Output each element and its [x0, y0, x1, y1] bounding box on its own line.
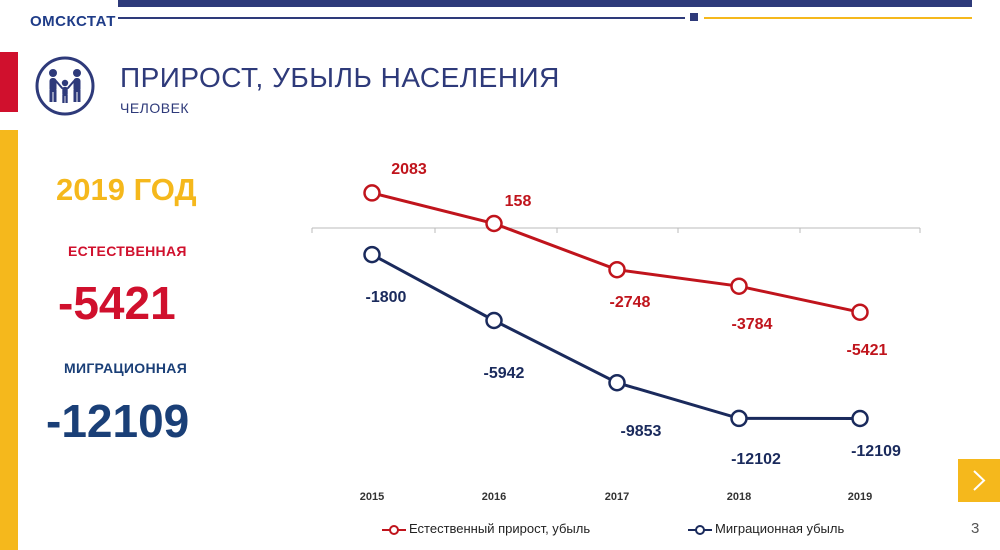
x-tick-label-2019: 2019 [848, 491, 872, 503]
legend-migration: Миграционная убыль [688, 521, 844, 536]
summary-year: 2019 ГОД [56, 172, 197, 207]
migration-value: -12109 [46, 395, 190, 447]
natural-label: ЕСТЕСТВЕННАЯ [68, 243, 187, 259]
series-0-point-2016 [485, 214, 503, 233]
series-1-data-label-2015: -1800 [366, 289, 407, 306]
series-0-data-label-2019: -5421 [847, 342, 888, 359]
header-square [690, 13, 698, 21]
series-1-data-label-2017: -9853 [621, 423, 662, 440]
header-line-gold [704, 17, 972, 19]
migration-label: МИГРАЦИОННАЯ [64, 360, 188, 376]
x-tick-label-2016: 2016 [482, 491, 506, 503]
series-0-data-label-2015: 2083 [391, 161, 427, 178]
series-0-point-2019 [851, 303, 869, 321]
legend-natural-label: Естественный прирост, убыль [409, 521, 591, 536]
page-subtitle: ЧЕЛОВЕК [120, 100, 190, 116]
legend-migration-marker [688, 524, 712, 535]
brand-name: ОМСКСТАТ [30, 13, 116, 30]
series-1-data-label-2019: -12109 [851, 443, 901, 460]
series-1-data-label-2018: -12102 [731, 451, 781, 468]
side-accent-red [0, 52, 18, 112]
page-number: 3 [971, 520, 980, 537]
header-line-blue [118, 17, 685, 19]
series-1-point-2015 [363, 245, 381, 264]
page-title: ПРИРОСТ, УБЫЛЬ НАСЕЛЕНИЯ [120, 62, 560, 93]
family-icon [34, 55, 96, 117]
series-0-point-2018 [730, 277, 748, 295]
x-tick-label-2017: 2017 [605, 491, 629, 503]
legend-natural: Естественный прирост, убыль [382, 521, 590, 536]
series-1-data-label-2016: -5942 [484, 365, 525, 382]
series-1-point-2017 [608, 373, 626, 392]
x-tick-label-2015: 2015 [360, 491, 384, 503]
series-0-point-2017 [608, 260, 626, 279]
series-0-data-label-2018: -3784 [732, 316, 773, 333]
series-1-point-2018 [730, 409, 748, 428]
series-line-1 [371, 253, 861, 420]
x-tick-label-2018: 2018 [727, 491, 751, 503]
legend-natural-marker [382, 524, 406, 535]
top-bar [118, 0, 972, 7]
series-0-data-label-2016: 158 [505, 193, 532, 210]
series-0-data-label-2017: -2748 [610, 294, 651, 311]
next-slide-button[interactable] [958, 459, 1000, 502]
side-accent-gold [0, 130, 18, 550]
natural-value: -5421 [58, 277, 176, 329]
legend-migration-label: Миграционная убыль [715, 521, 845, 536]
series-1-point-2016 [485, 311, 503, 330]
series-1-point-2019 [851, 409, 869, 428]
series-0-point-2015 [363, 184, 381, 202]
chevron-right-icon [973, 470, 986, 491]
